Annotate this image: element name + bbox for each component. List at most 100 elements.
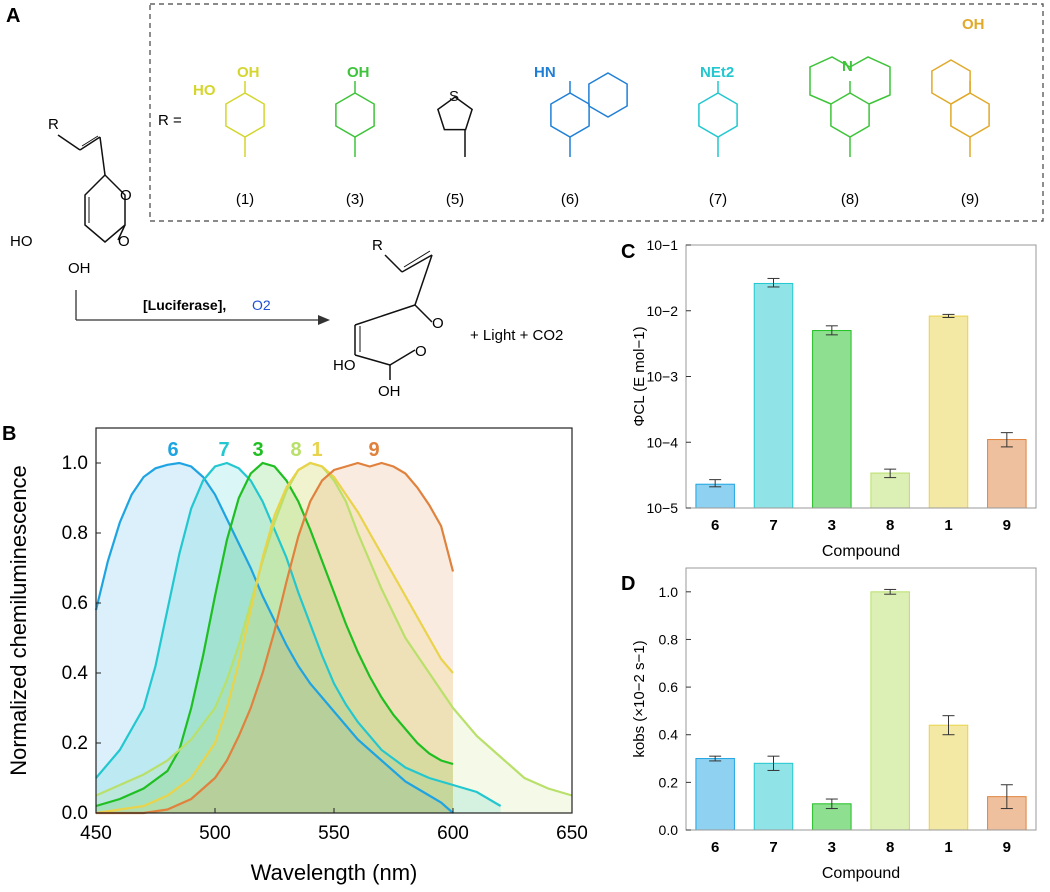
ring-9 (950, 92, 990, 138)
fused-ring-6 (588, 72, 628, 118)
bar-c-9 (987, 439, 1027, 509)
substituent-9: OH (9) (931, 16, 990, 208)
substituent-number-7: (7) (709, 191, 727, 208)
substituent-7: NEt2 (7) (698, 64, 738, 208)
substrate-r-label: R (48, 116, 59, 133)
atom-label-8: N (842, 58, 853, 75)
atom-label-7: NEt2 (700, 64, 734, 81)
substituent-number-6: (6) (561, 191, 579, 208)
y-tick-label-b: 0.0 (62, 803, 88, 824)
ring-8 (830, 92, 870, 138)
chart-b-emission-spectra: 450 500 550 600 650 0.0 0.2 0.4 0.6 0.8 1.0 Wavelen… (6, 427, 588, 885)
x-tick-label-d: 9 (1003, 839, 1011, 856)
x-tick-label-c: 6 (711, 517, 719, 534)
x-tick-label-b: 550 (318, 823, 350, 844)
substituent-8: N (8) (809, 56, 891, 208)
panel-label-c: C (621, 241, 635, 263)
area-fill-7 (96, 463, 501, 813)
spectrum-line-3 (95, 461, 454, 808)
bar-d-7 (753, 762, 794, 831)
y-tick-label-b: 1.0 (62, 453, 88, 474)
product-ho-label: HO (333, 357, 356, 374)
bar-d-6 (695, 758, 735, 831)
panel-label-d: D (621, 573, 635, 595)
spectrum-line-7 (95, 461, 502, 807)
y-tick-label-d: 0.0 (659, 822, 679, 838)
x-tick-label-d: 1 (944, 839, 952, 856)
y-tick-label-b: 0.8 (62, 523, 88, 544)
series-annotation-8: 8 (290, 439, 301, 461)
y-tick-label-b: 0.4 (62, 663, 89, 684)
series-annotation-3: 3 (252, 439, 263, 461)
x-tick-label-c: 1 (944, 517, 952, 534)
y-tick-label-d: 0.6 (659, 679, 679, 695)
area-fill-1 (96, 463, 453, 813)
atom-label-6: HN (534, 64, 556, 81)
y-tick-label-d: 1.0 (659, 584, 679, 600)
x-axis-label-d: Compound (822, 865, 900, 882)
atom-label-1: OH (237, 64, 260, 81)
y-tick-label-b: 0.2 (62, 733, 88, 754)
chart-c-quantum-yield: 6 7 3 8 1 9 10−5 10−4 10−3 10−2 10−1 Compound ΦCL (E… (631, 237, 1037, 560)
substituent-number-5: (5) (446, 191, 464, 208)
reaction-arrow (75, 290, 330, 325)
bar-d-1 (928, 724, 969, 831)
area-fill-8 (96, 463, 572, 813)
substituent-6: HN (6) (534, 64, 628, 208)
series-annotation-1: 1 (311, 439, 322, 461)
substrate-ho-label: HO (10, 233, 33, 250)
chart-d-kobs: 6 7 3 8 1 9 0.0 0.2 0.4 0.6 0.8 1.0 Compound kobs (×1… (631, 567, 1037, 882)
atom-label-9: OH (962, 16, 985, 33)
substituent-number-8: (8) (841, 191, 859, 208)
plot-frame-c (685, 244, 1037, 509)
spectrum-line-6 (94, 461, 454, 814)
atom-label-3: OH (347, 64, 370, 81)
substituent-structures: OH HO (1) OH (3) S (5) HN (6) NEt2 (7) N (8) OH (9) (193, 16, 990, 208)
x-tick-label-d: 8 (886, 839, 894, 856)
area-fill-9 (96, 463, 453, 813)
atom-label-left-1: HO (193, 82, 216, 99)
series-annotation-9: 9 (368, 439, 379, 461)
y-tick-label-d: 0.4 (659, 727, 679, 743)
bar-c-6 (695, 483, 735, 509)
panel-label-b: B (2, 423, 16, 445)
y-tick-label-b: 0.6 (62, 593, 88, 614)
ring-oxygen-label: O (120, 187, 132, 204)
area-fill-3 (96, 463, 453, 813)
spectrum-line-1 (95, 461, 454, 815)
r-equals-label: R = (158, 112, 182, 129)
substrate-oh-label: OH (68, 260, 91, 277)
product-r-label: R (372, 237, 383, 254)
substituent-number-9: (9) (961, 191, 979, 208)
substituent-1: OH HO (1) (193, 64, 265, 208)
reagent-luciferase: [Luciferase], (143, 297, 226, 313)
y-axis-label-b: Normalized chemiluminescence (6, 465, 31, 776)
fused-ring-9 (931, 59, 971, 105)
x-tick-label-d: 6 (711, 839, 719, 856)
x-tick-label-c: 3 (828, 517, 836, 534)
product-acid-o: O (415, 343, 427, 360)
y-tick-label-c: 10−5 (646, 500, 678, 516)
substituent-number-3: (3) (346, 191, 364, 208)
y-tick-label-c: 10−2 (646, 303, 678, 319)
substituent-5: S (5) (437, 88, 473, 208)
reagent-o2: O2 (252, 297, 271, 313)
x-axis-label-b: Wavelength (nm) (251, 860, 418, 885)
julolidine-left-ring (809, 56, 851, 105)
x-tick-label-b: 650 (556, 823, 588, 844)
substituent-number-1: (1) (236, 191, 254, 208)
substituent-box (149, 3, 1044, 222)
x-tick-label-c: 7 (769, 517, 777, 534)
x-tick-label-b: 600 (437, 823, 469, 844)
bar-c-1 (928, 315, 969, 509)
product-side-text: + Light + CO2 (470, 327, 563, 344)
product-oh-label: OH (378, 383, 401, 400)
product-structure (354, 250, 433, 380)
x-axis-label-c: Compound (822, 543, 900, 560)
substrate-structure (57, 134, 126, 243)
x-tick-label-c: 8 (886, 517, 894, 534)
ring-7 (698, 92, 738, 138)
y-axis-label-c: ΦCL (E mol−1) (631, 326, 648, 426)
bar-c-7 (753, 282, 794, 509)
